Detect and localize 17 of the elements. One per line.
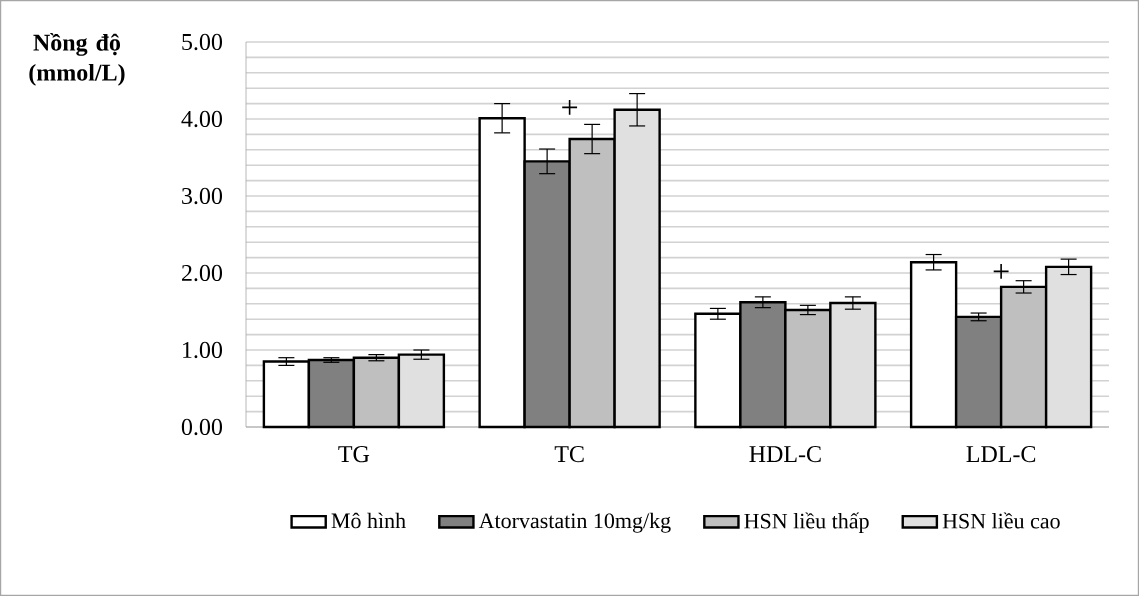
x-tick-label: TG [338, 446, 370, 463]
legend-label: HSN liều cao [942, 512, 1060, 529]
x-tick-label: TC [554, 446, 584, 463]
y-tick-label: 1.00 [183, 341, 223, 359]
y-axis-title: Nồng độ (mmol/L) [29, 33, 125, 86]
y-tick-label: 0.00 [181, 418, 223, 436]
y-tick-label: 4.00 [181, 110, 223, 128]
y-tick-label: 5.00 [182, 33, 223, 51]
y-tick-label: 2.00 [182, 264, 223, 282]
legend-label: HSN liều thấp [744, 512, 869, 533]
legend-label: Atorvastatin 10mg/kg [478, 512, 671, 533]
y-tick-label: 3.00 [182, 187, 223, 205]
x-tick-label: LDL-C [966, 446, 1036, 463]
x-tick-label: HDL-C [749, 446, 821, 463]
legend-label: Mô hình [331, 512, 406, 529]
annotation: + [993, 263, 1009, 279]
annotation: + [562, 99, 578, 115]
